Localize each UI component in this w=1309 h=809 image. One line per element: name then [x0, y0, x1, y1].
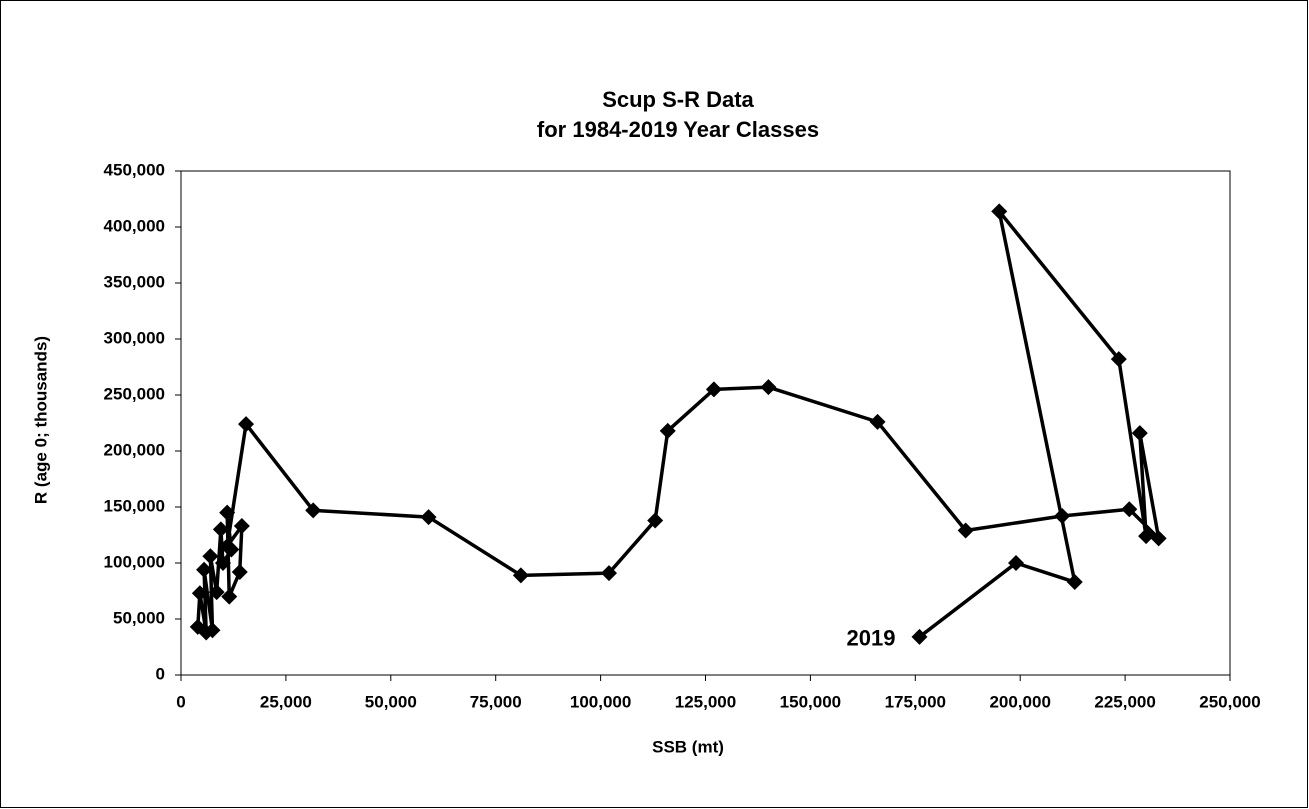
data-point [869, 413, 886, 430]
data-point [600, 565, 617, 582]
chart-subtitle: for 1984-2019 Year Classes [537, 117, 819, 142]
x-tick-label: 175,000 [885, 692, 946, 711]
x-axis-label: SSB (mt) [652, 737, 724, 756]
data-point [219, 538, 236, 555]
data-point [1150, 530, 1167, 547]
data-point [219, 504, 236, 521]
y-tick-label: 150,000 [104, 496, 165, 515]
data-point [647, 512, 664, 529]
data-point [1054, 507, 1071, 524]
data-point [212, 521, 229, 538]
data-point [191, 585, 208, 602]
data-point [1138, 528, 1155, 545]
data-point [202, 548, 219, 565]
x-tick-label: 200,000 [989, 692, 1050, 711]
x-tick-label: 75,000 [470, 692, 522, 711]
x-tick-label: 25,000 [260, 692, 312, 711]
data-point [957, 522, 974, 539]
data-point [238, 416, 255, 433]
y-tick-label: 450,000 [104, 160, 165, 179]
data-point [760, 379, 777, 396]
data-point [208, 584, 225, 601]
y-tick-label: 200,000 [104, 440, 165, 459]
chart-title: Scup S-R Data [602, 87, 754, 112]
annotation: 2019 [847, 626, 896, 651]
y-tick-label: 400,000 [104, 216, 165, 235]
y-tick-label: 50,000 [113, 608, 165, 627]
data-point [991, 203, 1008, 220]
data-point [420, 509, 437, 526]
data-point [305, 502, 322, 519]
data-point [221, 588, 238, 605]
y-tick-label: 100,000 [104, 552, 165, 571]
y-tick-label: 300,000 [104, 328, 165, 347]
data-point [231, 563, 248, 580]
data-point [1110, 351, 1127, 368]
x-tick-label: 125,000 [675, 692, 736, 711]
data-point [214, 555, 231, 571]
y-tick-label: 350,000 [104, 272, 165, 291]
x-tick-label: 100,000 [570, 692, 631, 711]
x-tick-label: 0 [176, 692, 185, 711]
x-tick-label: 250,000 [1199, 692, 1260, 711]
data-point [705, 381, 722, 398]
y-axis-label: R (age 0; thousands) [31, 336, 50, 504]
data-point [204, 622, 221, 639]
data-point [911, 628, 928, 645]
x-tick-label: 50,000 [365, 692, 417, 711]
data-point [1008, 555, 1025, 571]
x-tick-label: 150,000 [780, 692, 841, 711]
y-tick-label: 250,000 [104, 384, 165, 403]
data-point [196, 561, 213, 578]
data-point [1121, 501, 1138, 518]
data-point [1066, 574, 1083, 591]
y-tick-label: 0 [156, 664, 165, 683]
data-point [1131, 425, 1148, 442]
data-point [233, 518, 250, 535]
x-tick-label: 225,000 [1094, 692, 1155, 711]
data-point [512, 567, 529, 584]
data-point [659, 422, 676, 439]
